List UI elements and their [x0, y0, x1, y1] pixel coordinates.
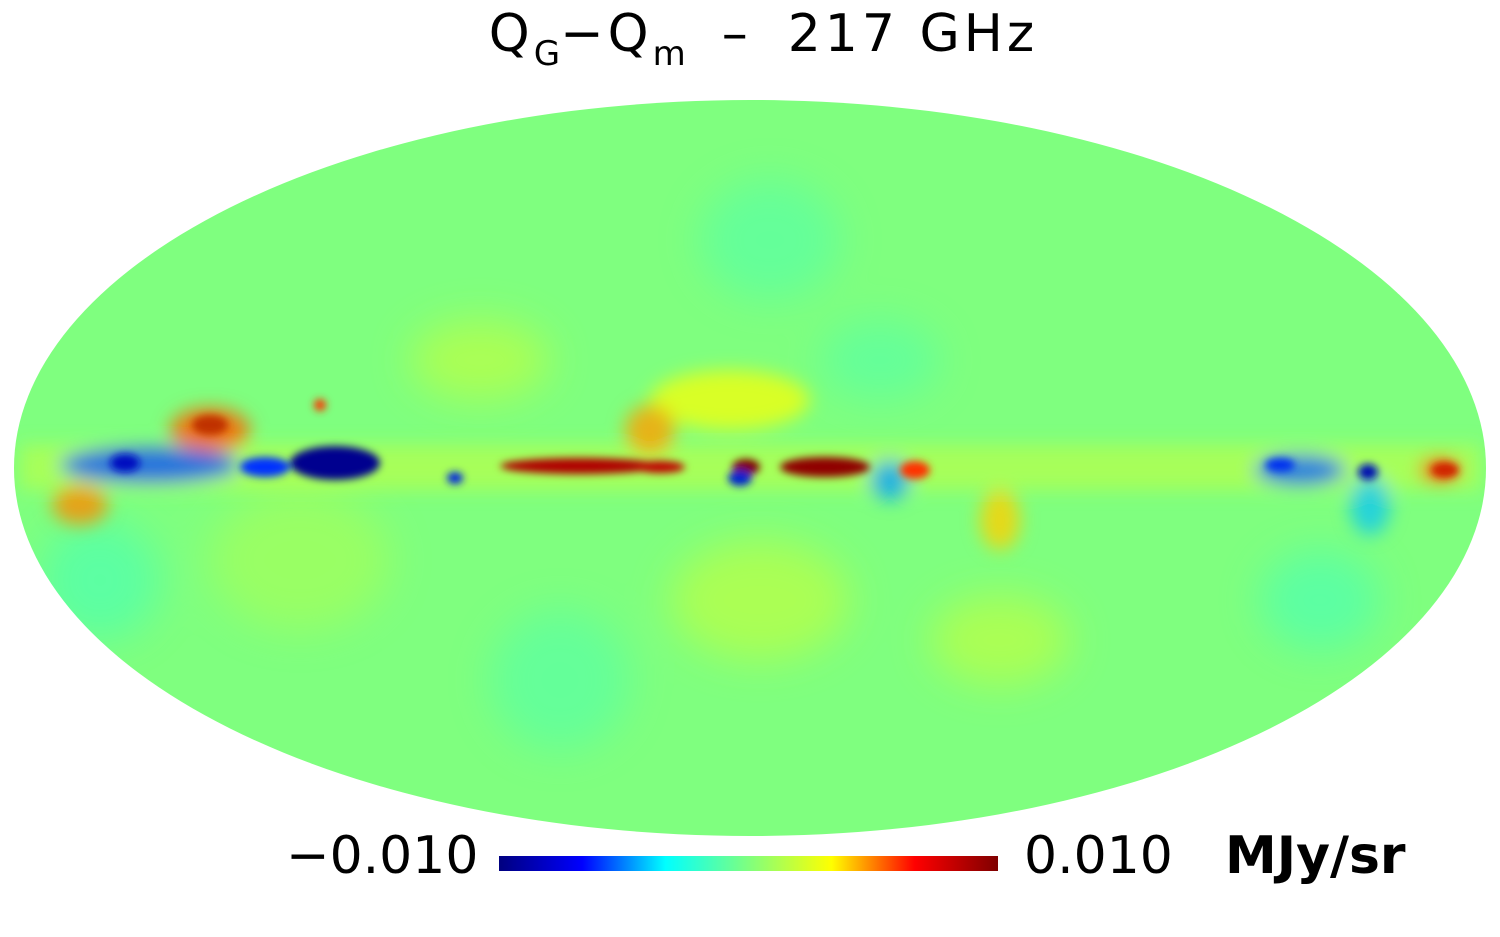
colorbar-min-label: −0.010 [286, 826, 479, 886]
title-frequency: 217 GHz [787, 4, 1039, 64]
title-q2: Q [607, 4, 653, 64]
map-title: QG−Qm –217 GHz [0, 4, 1500, 74]
title-dash: – [721, 4, 752, 64]
colorbar-max-label: 0.010 [1024, 826, 1173, 886]
title-q1: Q [488, 4, 534, 64]
title-minus: − [560, 4, 608, 64]
title-q2-subscript: m [652, 34, 686, 74]
colorbar-unit-label: MJy/sr [1225, 826, 1406, 886]
title-q1-subscript: G [533, 34, 561, 74]
colorbar [499, 856, 998, 871]
